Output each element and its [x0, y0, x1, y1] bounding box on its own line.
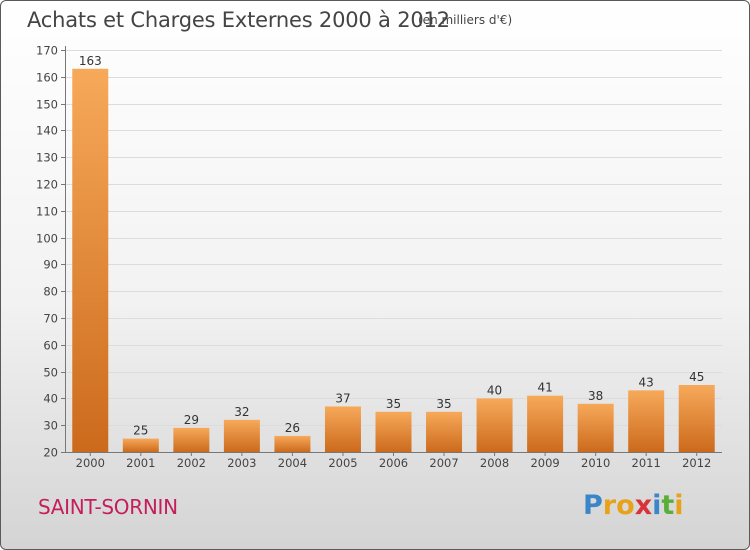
data-label: 163: [79, 54, 102, 68]
chart-title: Achats et Charges Externes 2000 à 2012: [27, 8, 450, 32]
y-tick-label: 100: [36, 232, 58, 246]
y-tick-label: 160: [36, 71, 58, 85]
data-label: 45: [689, 370, 704, 384]
y-tick-label: 90: [43, 258, 58, 272]
x-tick-label: 2005: [328, 456, 357, 470]
logo-letter: x: [634, 490, 653, 521]
y-tick-label: 80: [43, 285, 58, 299]
data-label: 26: [285, 421, 300, 435]
bar: [72, 68, 109, 452]
y-tick-label: 50: [43, 366, 58, 380]
logo-letter: r: [602, 490, 617, 521]
logo-letter: P: [583, 490, 603, 521]
x-tick-label: 2000: [76, 456, 105, 470]
data-label: 41: [537, 381, 552, 395]
bar: [628, 390, 665, 452]
proxiti-logo: Proxiti: [583, 490, 684, 521]
bars: [72, 68, 715, 452]
bar: [426, 411, 463, 452]
y-tick-label: 110: [36, 205, 58, 219]
data-label: 40: [487, 383, 502, 397]
bar: [274, 435, 311, 452]
x-tick-label: 2006: [379, 456, 408, 470]
y-tick-label: 20: [43, 446, 58, 460]
logo-letter: i: [674, 490, 684, 521]
bar: [324, 406, 361, 452]
logo-letter: t: [661, 490, 675, 521]
bar: [678, 385, 715, 452]
bar: [577, 403, 614, 452]
data-label: 37: [335, 391, 350, 405]
bar: [223, 419, 260, 452]
y-tick-label: 140: [36, 124, 58, 138]
data-label: 25: [133, 424, 148, 438]
y-tick-label: 120: [36, 178, 58, 192]
axes: [61, 46, 722, 456]
chart-unit: (en milliers d'€): [418, 13, 513, 27]
y-tick-label: 70: [43, 312, 58, 326]
data-label: 38: [588, 389, 603, 403]
data-label: 29: [184, 413, 199, 427]
grid-lines: [65, 50, 722, 453]
y-tick-label: 60: [43, 339, 58, 353]
logo-letter: i: [652, 490, 662, 521]
x-tick-label: 2001: [126, 456, 155, 470]
labels: 20 30 40 50 60 70 80 90 100 110 120 130 140 150 160 170…: [36, 44, 711, 471]
logo-letter: o: [616, 490, 635, 521]
x-tick-label: 2002: [177, 456, 206, 470]
bar: [527, 395, 564, 452]
y-tick-label: 30: [43, 419, 58, 433]
bar: [173, 427, 210, 452]
x-tick-label: 2010: [581, 456, 610, 470]
x-tick-label: 2011: [632, 456, 661, 470]
bar: [375, 411, 412, 452]
x-tick-label: 2008: [480, 456, 509, 470]
data-label: 35: [436, 397, 451, 411]
x-tick-label: 2012: [682, 456, 711, 470]
x-tick-label: 2007: [429, 456, 458, 470]
y-tick-label: 150: [36, 98, 58, 112]
bar: [122, 438, 159, 452]
data-label: 43: [639, 375, 654, 389]
y-tick-label: 130: [36, 151, 58, 165]
x-tick-label: 2004: [278, 456, 307, 470]
x-tick-label: 2003: [227, 456, 256, 470]
commune-name: SAINT-SORNIN: [38, 495, 178, 519]
y-tick-label: 170: [36, 44, 58, 58]
data-label: 32: [234, 405, 249, 419]
y-tick-label: 40: [43, 392, 58, 406]
data-label: 35: [386, 397, 401, 411]
x-tick-label: 2009: [530, 456, 559, 470]
bar: [476, 398, 513, 452]
